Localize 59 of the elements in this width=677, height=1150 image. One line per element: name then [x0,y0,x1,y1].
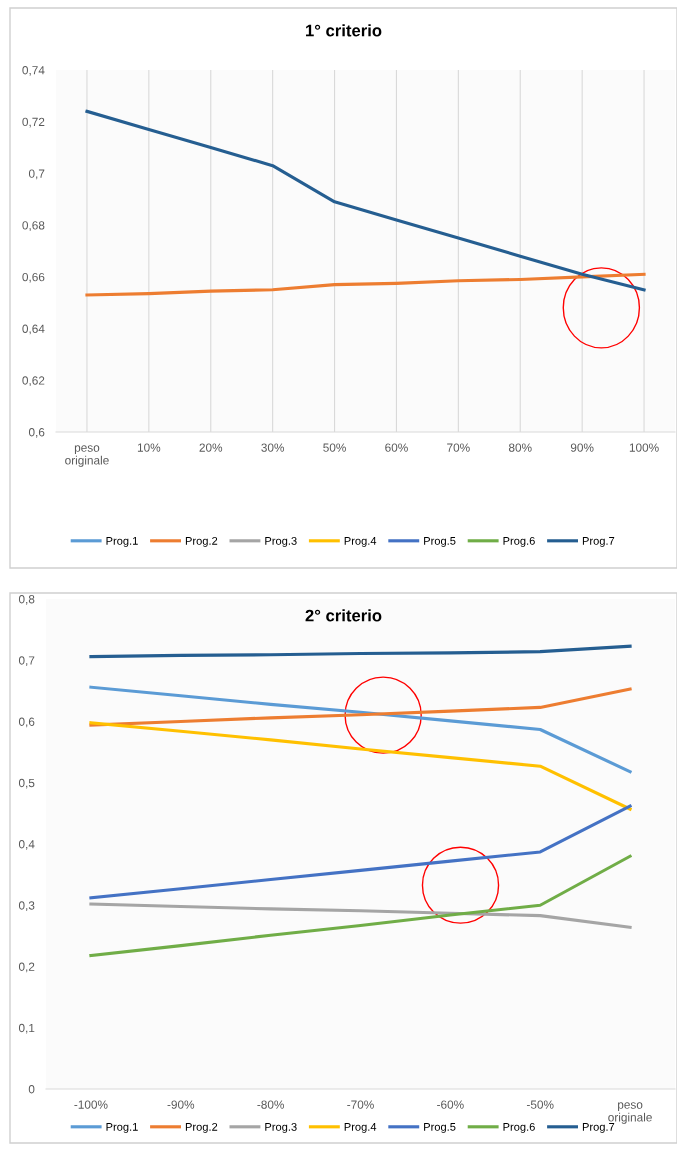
x-tick-label: peso originale [608,1102,652,1124]
x-tick-label: peso originale [65,445,109,467]
line-series [89,854,632,958]
legend-label: Prog.6 [503,1122,535,1133]
x-tick-label: 90% [570,443,594,452]
legend-label: Prog.1 [106,537,138,547]
legend-label: Prog.3 [265,536,297,547]
y-tick-label: 0,64 [22,324,45,335]
x-tick-label: -80% [257,1100,284,1109]
x-tick-label: -60% [437,1100,464,1109]
line-series [89,687,632,727]
legend-label: Prog.7 [582,537,615,547]
legend-label: Prog.2 [185,536,218,547]
legend-label: Prog.6 [503,536,535,547]
line-series [89,721,632,811]
legend-label: Prog.4 [344,1123,377,1133]
y-tick-label: 0,62 [22,376,45,387]
line-series [85,109,646,292]
chart-title: 2° criterio [305,609,382,622]
x-tick-label: 80% [508,443,532,452]
x-tick-label: 20% [199,443,223,452]
line-series [89,902,632,929]
y-tick-label: 0,6 [18,717,35,728]
x-tick-label: 10% [137,443,161,452]
x-tick-label: 70% [447,443,470,452]
legend-label: Prog.4 [344,537,377,547]
y-tick-label: 0,1 [18,1023,35,1034]
line-series [85,272,646,297]
x-tick-label: 30% [261,443,285,452]
x-tick-label: 100% [629,443,659,452]
line-series [89,685,632,774]
legend-label: Prog.5 [424,1123,456,1133]
y-tick-label: 0,68 [22,221,45,231]
legend-label: Prog.3 [265,1122,297,1133]
chart-title: 1° criterio [306,24,382,37]
y-tick-label: 0,8 [18,595,35,605]
y-tick-label: 0 [28,1085,35,1094]
x-tick-label: 60% [385,443,408,452]
legend-label: Prog.5 [424,537,456,547]
x-tick-label: -70% [347,1100,374,1109]
y-tick-label: 0,2 [18,962,35,973]
x-tick-label: -90% [167,1100,195,1109]
y-tick-label: 0,6 [28,428,45,438]
x-tick-label: 50% [323,443,346,452]
x-tick-label: -50% [526,1100,554,1109]
y-tick-label: 0,5 [18,778,35,789]
y-tick-label: 0,66 [22,272,45,283]
x-tick-label: -100% [74,1100,108,1109]
y-tick-label: 0,3 [18,901,35,912]
legend-label: Prog.7 [582,1123,615,1133]
legend-label: Prog.1 [106,1123,138,1133]
y-tick-label: 0,74 [22,66,45,76]
line-series [89,644,632,659]
y-tick-label: 0,7 [18,656,35,667]
y-tick-label: 0,7 [28,169,45,180]
legend-label: Prog.2 [185,1122,218,1133]
line-series [89,804,632,900]
y-tick-label: 0,4 [18,840,35,850]
y-tick-label: 0,72 [22,117,45,128]
